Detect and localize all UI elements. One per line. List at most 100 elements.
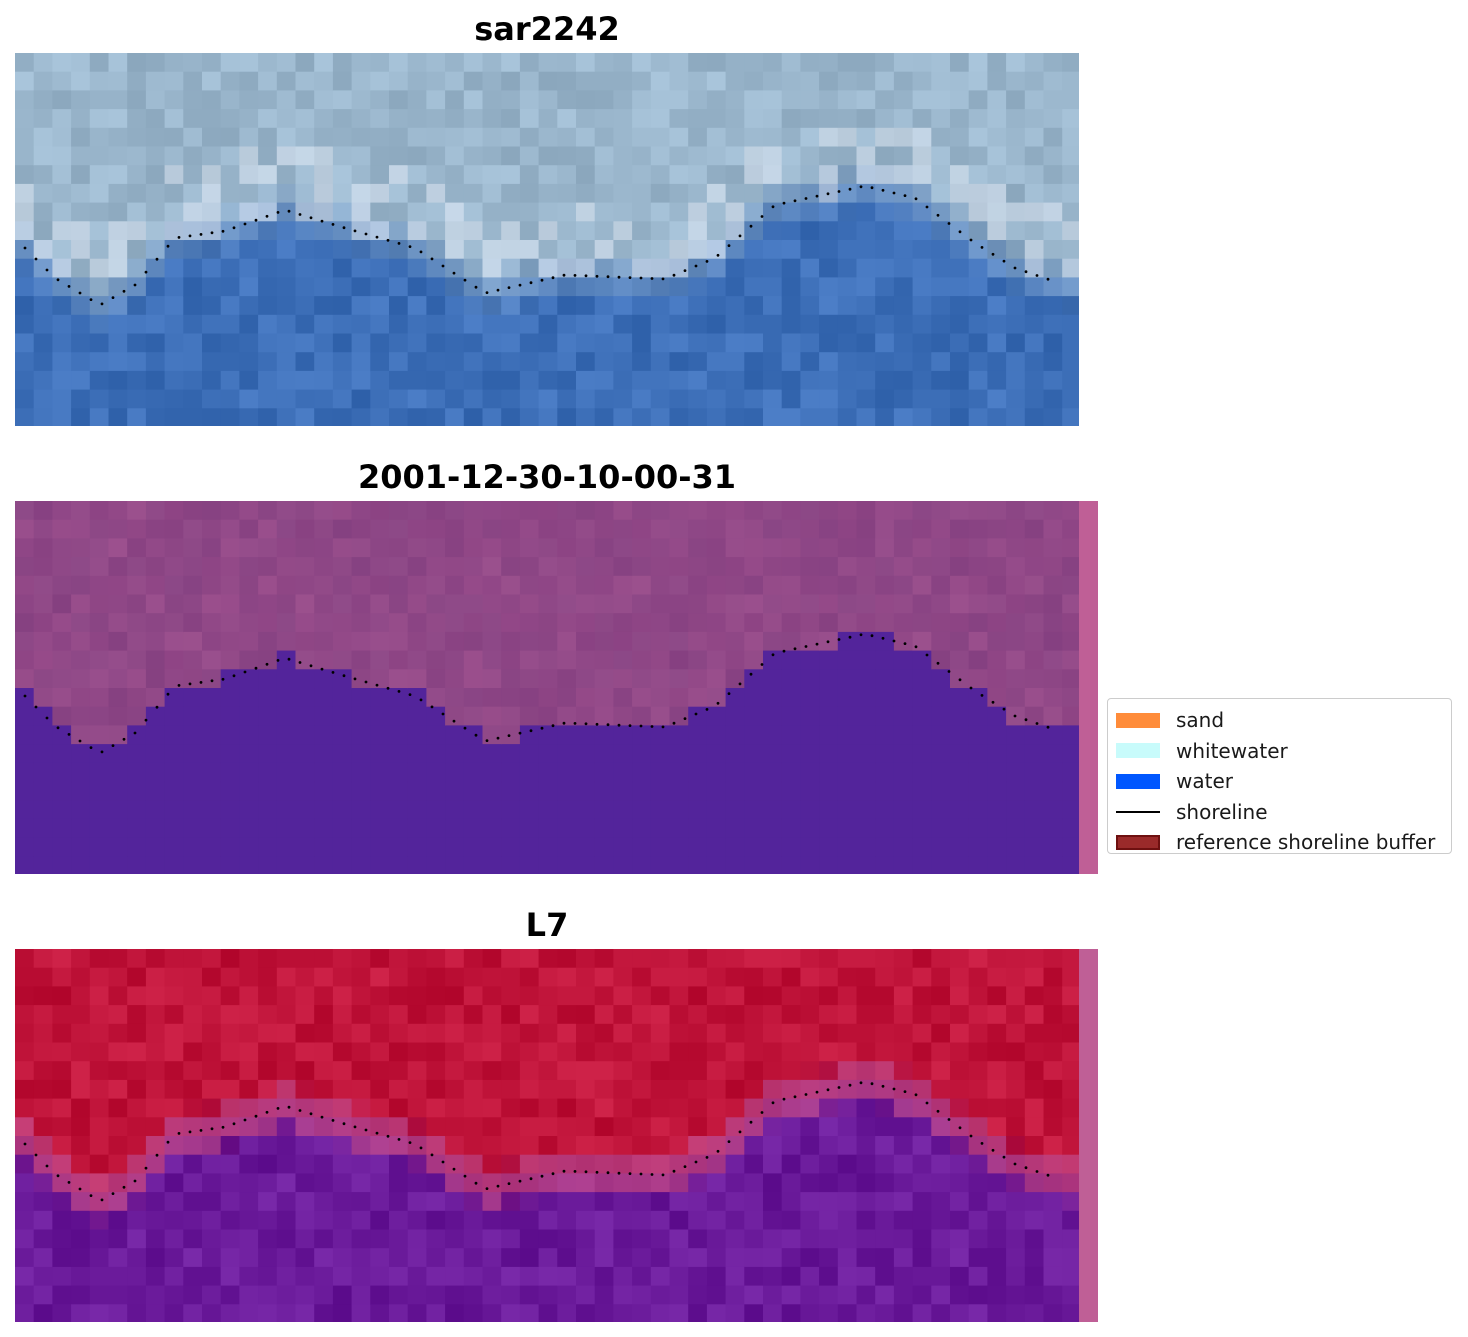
shoreline-point [133,1179,137,1183]
shoreline-point [309,664,313,668]
shoreline-point [210,231,214,235]
shoreline-point [892,639,896,643]
shoreline-point [342,1122,346,1126]
shoreline-point [243,1118,247,1122]
shoreline-point [991,700,995,704]
shoreline-point [1013,266,1017,270]
shoreline-point [705,260,709,263]
shoreline-point [694,1160,698,1164]
shoreline-point [606,275,610,279]
shoreline-point [804,1093,808,1096]
shoreline-point [936,213,940,217]
shoreline-point [595,722,599,726]
shoreline-point [177,236,181,239]
shoreline-point [232,674,236,678]
shoreline-point [815,642,819,646]
shoreline-point [166,1140,170,1144]
shoreline-point [584,1170,588,1174]
shoreline-point [980,1142,984,1145]
shoreline-point [617,1171,621,1175]
shoreline-point [672,273,676,277]
shoreline-point [617,723,621,727]
shoreline-point [793,647,797,651]
shoreline-point [540,1174,544,1178]
shoreline-point [782,1097,786,1101]
legend-item-reference-buffer: reference shoreline buffer [1108,827,1451,858]
shoreline-point [595,1170,599,1174]
shoreline-point [518,283,522,287]
shoreline-point [584,274,588,278]
shoreline-point [331,671,335,674]
shoreline-point [991,252,995,256]
shoreline-point [749,224,753,228]
shoreline-point [870,634,874,638]
shoreline-point [903,1090,907,1093]
shoreline-point [1002,1155,1006,1159]
shoreline-point [441,1160,445,1164]
shoreline-point [1035,722,1039,725]
shoreline-point [815,194,819,198]
shoreline-point [166,244,170,248]
shoreline-point [89,746,93,749]
shoreline-point [23,694,27,698]
shoreline-point [353,1125,357,1129]
shoreline-point [298,661,302,664]
shoreline-point [430,1153,434,1157]
shoreline-point [463,278,467,282]
shoreline-point [980,246,984,249]
shoreline-point [243,670,247,674]
panel-title: L7 [525,906,569,944]
shoreline-point [705,1156,709,1159]
legend-label: water [1176,769,1233,794]
shoreline-point [551,276,555,280]
shoreline-point [100,1198,104,1202]
shoreline-point [969,1134,973,1138]
shoreline-point [749,672,753,676]
shoreline-point [100,750,104,754]
shoreline-point [56,726,60,730]
classified-image [15,501,1079,874]
shoreline-point [738,1130,742,1134]
shoreline-point [67,733,71,736]
shoreline-point [749,1120,753,1124]
shoreline-point [969,686,973,690]
shoreline-point [496,736,500,740]
shoreline-point [78,291,82,295]
shoreline-point [474,1181,478,1185]
shoreline-point [771,1101,775,1105]
shoreline-point [463,1174,467,1178]
shoreline-point [936,661,940,665]
shoreline-point [320,1115,324,1119]
shoreline-point [573,722,577,725]
shoreline-point [452,271,456,275]
shoreline-point [375,1131,379,1135]
shoreline-point [694,712,698,716]
shoreline-point [925,205,929,209]
shoreline-point [1046,725,1050,729]
shoreline-point [177,1132,181,1135]
shoreline-point [210,1127,214,1131]
shoreline-point [155,705,159,709]
shoreline-point [441,264,445,268]
reference-buffer-swatch [1116,834,1160,850]
shoreline-point [45,716,49,720]
shoreline-point [34,1153,38,1157]
shoreline-point [23,1142,27,1146]
shoreline-point [771,205,775,209]
shoreline-point [540,726,544,730]
shoreline-point [529,281,533,285]
shoreline-point [463,726,467,730]
shoreline-point [683,1165,687,1168]
shoreline-point [694,264,698,268]
shoreline-point [507,1182,511,1185]
shoreline-point [892,191,896,195]
shoreline-point [958,678,962,682]
shoreline-point [254,218,258,222]
shoreline-point [804,645,808,648]
shoreline-point [826,1088,830,1092]
shoreline-point [144,1166,148,1170]
shoreline-point [881,636,885,640]
legend: sand whitewater water shoreline referenc… [1107,698,1452,854]
shoreline-point [199,233,203,236]
shoreline-point [914,1093,918,1097]
